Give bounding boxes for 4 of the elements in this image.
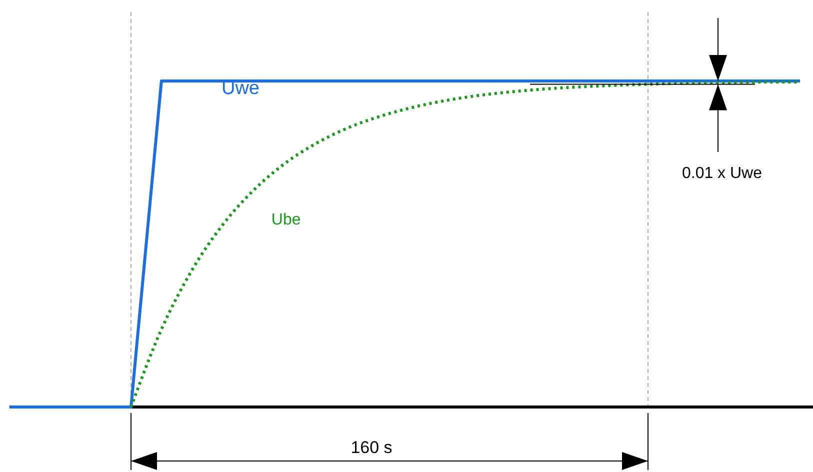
- series-label: Uwe: [221, 78, 260, 100]
- text: 160 s: [350, 438, 392, 457]
- annotation: 0.01 x Uwe: [682, 165, 762, 182]
- series-label: Ube: [271, 211, 301, 228]
